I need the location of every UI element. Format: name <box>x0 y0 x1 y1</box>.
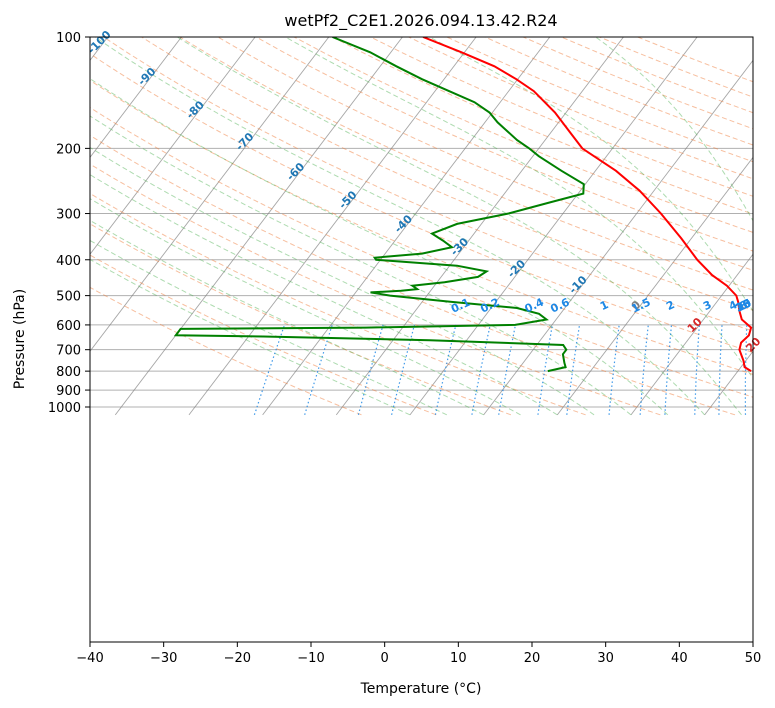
mixing-ratio-line <box>471 324 491 415</box>
moist-adiabat-line <box>90 198 521 416</box>
x-tick-label: −30 <box>150 651 177 666</box>
dry-adiabat-line <box>141 37 753 311</box>
axes-layer: −40 −30 −20 −10 0 10 20 30 40 5010020030040050060… <box>48 31 761 666</box>
background-lines <box>90 37 753 416</box>
moist-adiabat-line <box>90 146 595 416</box>
mixing-ratio-line <box>391 324 416 415</box>
x-tick-label: 30 <box>597 651 614 666</box>
x-tick-label: −20 <box>224 651 251 666</box>
isotherm-line <box>556 156 753 416</box>
mixing-ratio-label: 30 <box>734 296 754 314</box>
isotherm-line <box>262 37 551 416</box>
isotherm-line <box>90 37 182 159</box>
mixing-ratio-label: 20 <box>734 296 754 314</box>
isotherm-line <box>188 37 477 416</box>
x-tick-label: −10 <box>297 651 324 666</box>
mixing-ratio-label: 13 <box>734 297 753 315</box>
moist-adiabat-line <box>90 219 484 416</box>
y-tick-label: 1000 <box>48 401 81 416</box>
y-tick-label: 600 <box>56 319 81 334</box>
mixing-ratio-line <box>434 324 457 415</box>
x-axis-label: Temperature (°C) <box>360 681 482 697</box>
y-tick-label: 800 <box>56 365 81 380</box>
moist-adiabat-line <box>429 37 753 312</box>
y-tick-label: 300 <box>56 208 81 223</box>
dry-adiabat-line <box>90 53 753 353</box>
mixing-ratio-label: 25 <box>734 297 753 315</box>
dry-adiabat-line <box>90 79 753 375</box>
series-layer <box>173 37 753 373</box>
plot-frame <box>89 36 754 643</box>
isotherm-line <box>90 37 256 256</box>
dry-adiabat-line <box>90 192 586 416</box>
isotherm-line <box>409 37 698 416</box>
temperature-profile-line <box>422 37 753 372</box>
moist-adiabat-line <box>94 37 705 416</box>
dry-adiabat-line <box>90 163 661 416</box>
x-tick-label: 10 <box>450 651 467 666</box>
isotherm-line <box>630 253 753 416</box>
isotherm-line <box>335 37 624 416</box>
x-tick-label: 40 <box>671 651 688 666</box>
y-tick-label: 100 <box>56 31 81 46</box>
moist-adiabat-line <box>177 37 742 416</box>
x-tick-label: 20 <box>524 651 541 666</box>
dry-adiabat-line <box>90 134 736 416</box>
moist-adiabat-line <box>90 174 558 416</box>
mixing-ratio-label: 10 <box>734 296 754 314</box>
x-tick-label: 0 <box>381 651 389 666</box>
isotherm-line <box>114 37 403 416</box>
moist-adiabat-line <box>285 37 753 379</box>
y-tick-label: 200 <box>56 142 81 157</box>
dry-adiabat-line <box>103 37 753 332</box>
y-tick-label: 400 <box>56 254 81 269</box>
y-tick-label: 900 <box>56 384 81 399</box>
mixing-ratio-label: 16 <box>734 296 754 314</box>
mixing-ratio-label: 36 <box>734 296 754 314</box>
dry-adiabat-line <box>90 223 512 416</box>
mixing-ratio-line <box>253 324 286 415</box>
mixing-ratio-line <box>304 324 333 415</box>
isotherm-line <box>90 37 330 352</box>
moist-adiabat-line <box>90 78 669 416</box>
y-tick-label: 700 <box>56 344 81 359</box>
x-tick-label: −40 <box>76 651 103 666</box>
dry-adiabat-line <box>90 286 362 416</box>
y-axis-label: Pressure (hPa) <box>12 289 28 389</box>
y-tick-label: 500 <box>56 290 81 305</box>
x-tick-label: 50 <box>745 651 762 666</box>
chart-title: wetPf2_C2E1.2026.094.13.42.R24 <box>284 11 557 31</box>
mixing-ratio-line <box>357 324 384 415</box>
dry-adiabat-line <box>90 106 753 398</box>
dewpoint-profile-line <box>173 37 585 373</box>
moist-adiabat-line <box>90 115 632 416</box>
